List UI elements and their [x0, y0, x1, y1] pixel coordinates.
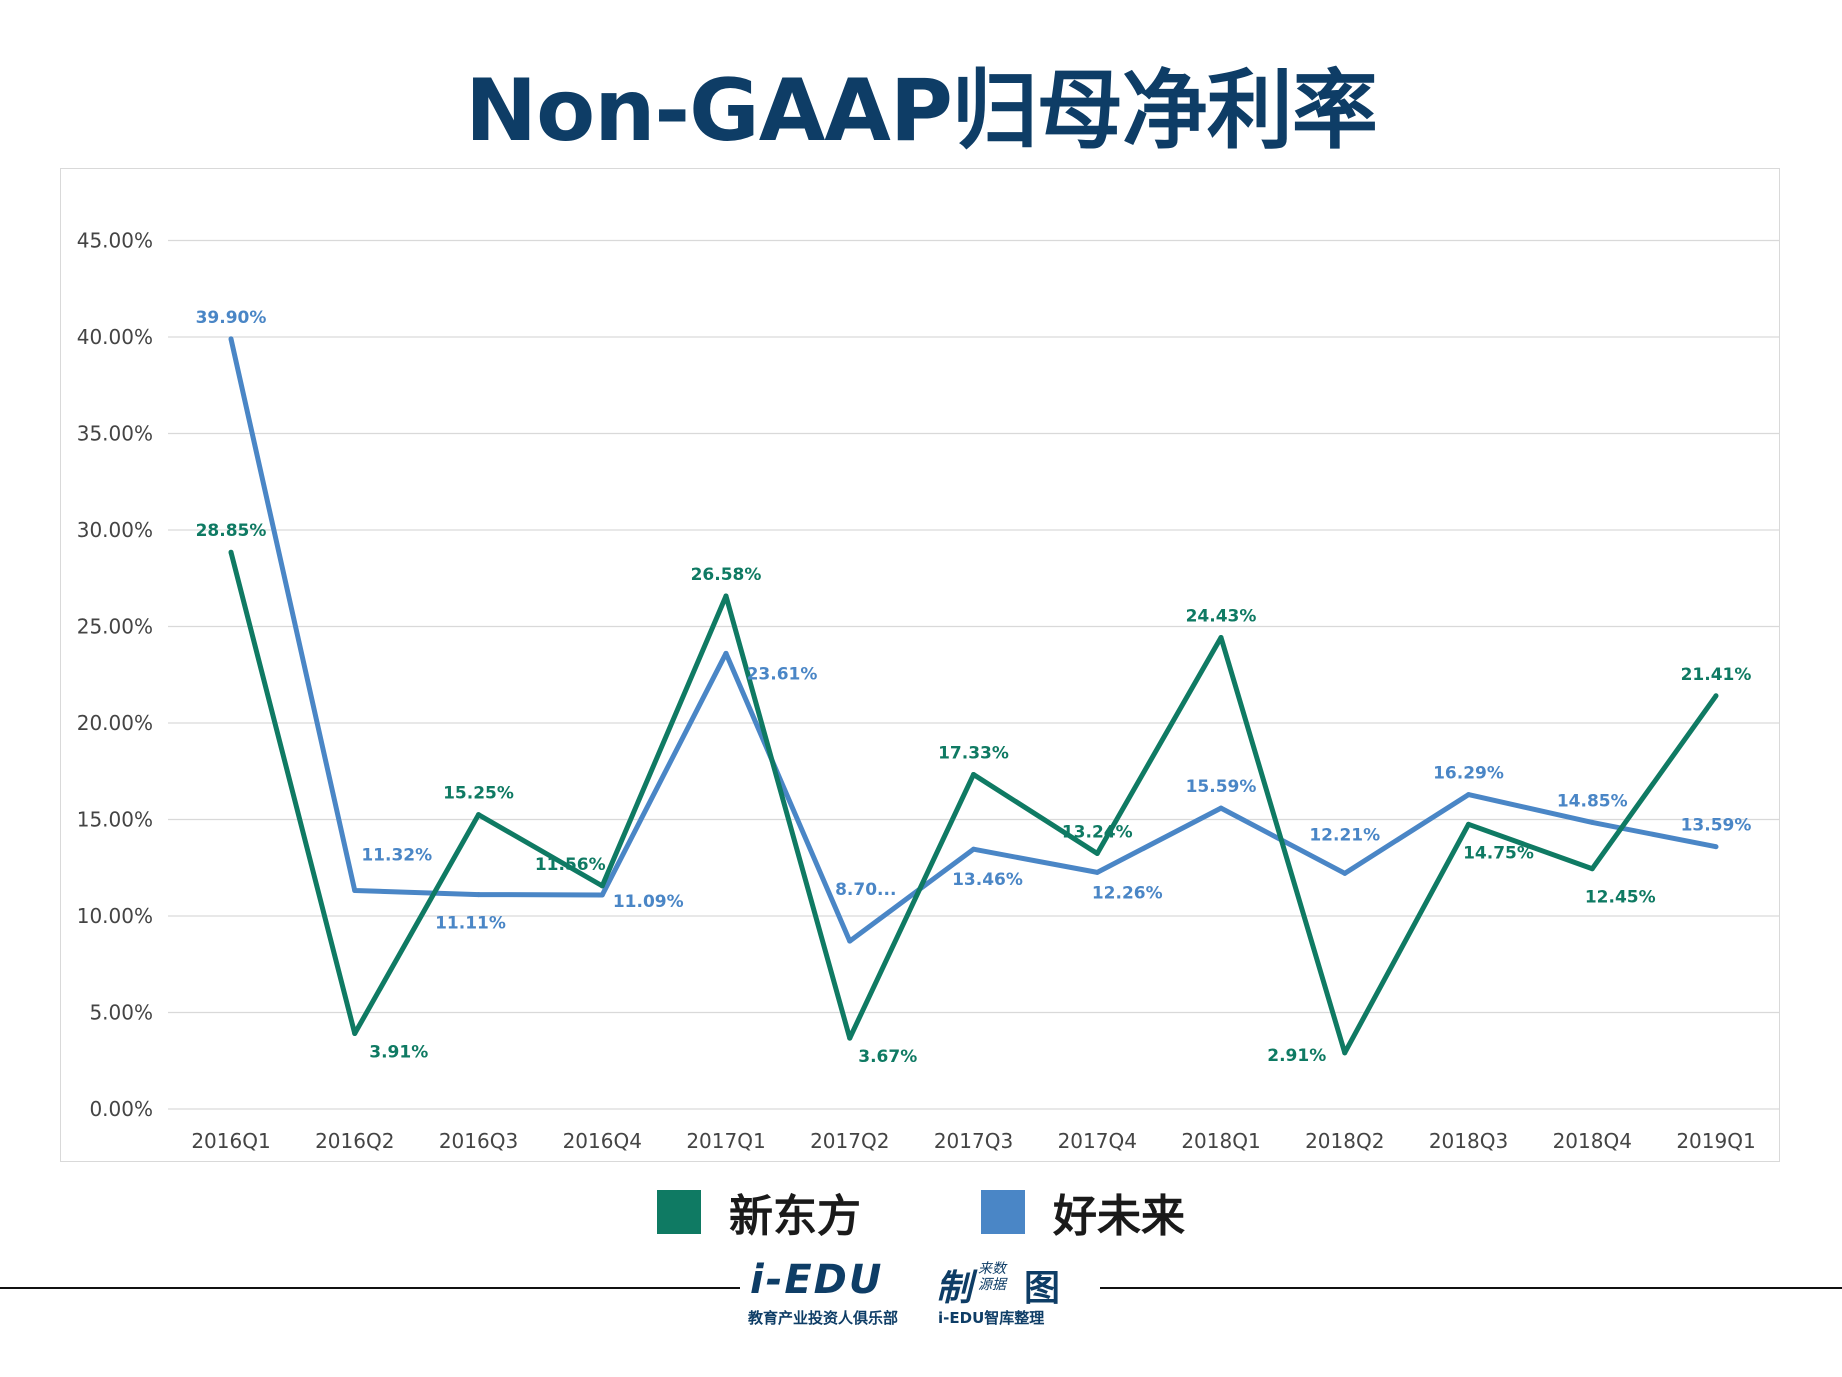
legend-label-xdf: 新东方: [729, 1191, 861, 1242]
data-label: 15.25%: [443, 784, 514, 804]
data-point: [1589, 819, 1595, 825]
data-label: 39.90%: [196, 308, 267, 328]
brand-logo: i-EDU 制 来数 源据 图 教育产业投资人俱乐部 i-EDU智库整理: [740, 1255, 1100, 1335]
data-point: [1466, 821, 1471, 827]
data-label: 21.41%: [1681, 665, 1752, 685]
y-tick-label: 5.00%: [89, 1001, 153, 1025]
y-tick-label: 45.00%: [77, 229, 153, 253]
data-label: 28.85%: [196, 521, 267, 541]
label-layer: 28.85% 3.91% 15.25% 11.56% 26.58% 3.67% 17.33%…: [196, 308, 1752, 1067]
logo-small-text: 来数 源据: [978, 1261, 1006, 1293]
data-label: 11.11%: [435, 914, 506, 934]
data-point: [1713, 844, 1719, 850]
data-label: 14.75%: [1463, 843, 1534, 863]
data-point: [971, 772, 976, 778]
data-point: [723, 593, 729, 599]
data-point: [847, 1035, 853, 1041]
data-label: 11.09%: [613, 892, 684, 912]
logo-wordmark: i-EDU: [750, 1257, 884, 1303]
data-label: 11.56%: [535, 855, 606, 875]
grid-layer: [168, 239, 1780, 1110]
y-tick-label: 20.00%: [77, 711, 153, 735]
x-tick-label: 2017Q2: [810, 1129, 889, 1153]
data-point: [599, 892, 605, 898]
x-tick-label: 2017Q3: [934, 1129, 1013, 1153]
data-label: 8.70...: [835, 880, 896, 900]
legend-item-xdf: 新东方: [657, 1180, 861, 1244]
y-tick-label: 15.00%: [77, 808, 153, 832]
data-label: 13.59%: [1681, 816, 1752, 836]
x-tick-label: 2019Q1: [1676, 1129, 1755, 1153]
data-label: 12.26%: [1092, 883, 1163, 903]
data-label: 16.29%: [1433, 764, 1504, 784]
x-tick-label: 2018Q1: [1181, 1129, 1260, 1153]
data-label: 12.21%: [1309, 825, 1380, 845]
legend-swatch-xdf: [657, 1190, 701, 1234]
y-tick-label: 40.00%: [77, 325, 153, 349]
y-tick-label: 35.00%: [77, 422, 153, 446]
x-tick-label: 2017Q1: [686, 1129, 765, 1153]
data-point: [1094, 850, 1100, 856]
x-tick-label: 2016Q2: [315, 1129, 394, 1153]
x-tick-label: 2018Q4: [1553, 1129, 1632, 1153]
data-label: 26.58%: [691, 565, 762, 585]
data-point: [1218, 635, 1224, 641]
data-point: [1713, 693, 1719, 699]
x-tick-label: 2017Q4: [1058, 1129, 1137, 1153]
data-label: 3.67%: [858, 1047, 917, 1067]
data-point: [228, 549, 234, 555]
data-label: 24.43%: [1186, 607, 1257, 627]
data-point: [847, 938, 853, 944]
data-label: 13.46%: [952, 870, 1023, 890]
data-point: [723, 650, 729, 656]
x-tick-label: 2016Q3: [439, 1129, 518, 1153]
data-label: 2.91%: [1267, 1046, 1326, 1066]
data-label: 11.32%: [361, 846, 432, 866]
y-tick-label: 10.00%: [77, 904, 153, 928]
data-label: 15.59%: [1186, 777, 1257, 797]
axis-layer: 0.00% 5.00% 10.00% 15.00% 20.00% 25.00% 30.00%…: [77, 229, 1756, 1154]
logo-mark-2: 图: [1024, 1268, 1061, 1309]
legend-label-tal: 好未来: [1053, 1191, 1185, 1242]
legend-item-tal: 好未来: [981, 1180, 1185, 1244]
legend: 新东方 好未来: [0, 1182, 1842, 1242]
data-point: [228, 336, 234, 342]
data-point: [352, 1031, 358, 1037]
data-point: [1466, 792, 1471, 798]
data-point: [1094, 869, 1100, 875]
chart-title: Non-GAAP归母净利率: [465, 61, 1378, 161]
series-layer: [228, 336, 1719, 1056]
y-tick-label: 0.00%: [89, 1097, 153, 1121]
data-point: [352, 888, 358, 894]
plot-frame: [60, 168, 1780, 1162]
data-point: [476, 892, 481, 898]
x-tick-label: 2018Q3: [1429, 1129, 1508, 1153]
data-point: [1342, 1050, 1348, 1056]
data-label: 3.91%: [369, 1043, 428, 1063]
data-label: 17.33%: [938, 744, 1009, 764]
data-label: 23.61%: [747, 664, 818, 684]
data-point: [1342, 870, 1348, 876]
x-tick-label: 2016Q4: [563, 1129, 642, 1153]
data-label: 14.85%: [1557, 791, 1628, 811]
data-point: [971, 846, 976, 852]
data-point: [476, 812, 481, 818]
logo-mark: 制: [936, 1268, 973, 1309]
line-chart: 0.00% 5.00% 10.00% 15.00% 20.00% 25.00% 30.00%…: [77, 229, 1780, 1154]
data-label: 13.24%: [1062, 822, 1133, 842]
logo-subtitle-2: i-EDU智库整理: [938, 1309, 1045, 1327]
x-tick-label: 2018Q2: [1305, 1129, 1384, 1153]
y-tick-label: 30.00%: [77, 518, 153, 542]
data-point: [1589, 866, 1595, 872]
data-label: 12.45%: [1585, 888, 1656, 908]
y-tick-label: 25.00%: [77, 615, 153, 639]
data-point: [599, 883, 605, 889]
legend-swatch-tal: [981, 1190, 1025, 1234]
x-tick-label: 2016Q1: [191, 1129, 270, 1153]
data-point: [1218, 805, 1224, 811]
logo-subtitle-1: 教育产业投资人俱乐部: [748, 1309, 899, 1327]
